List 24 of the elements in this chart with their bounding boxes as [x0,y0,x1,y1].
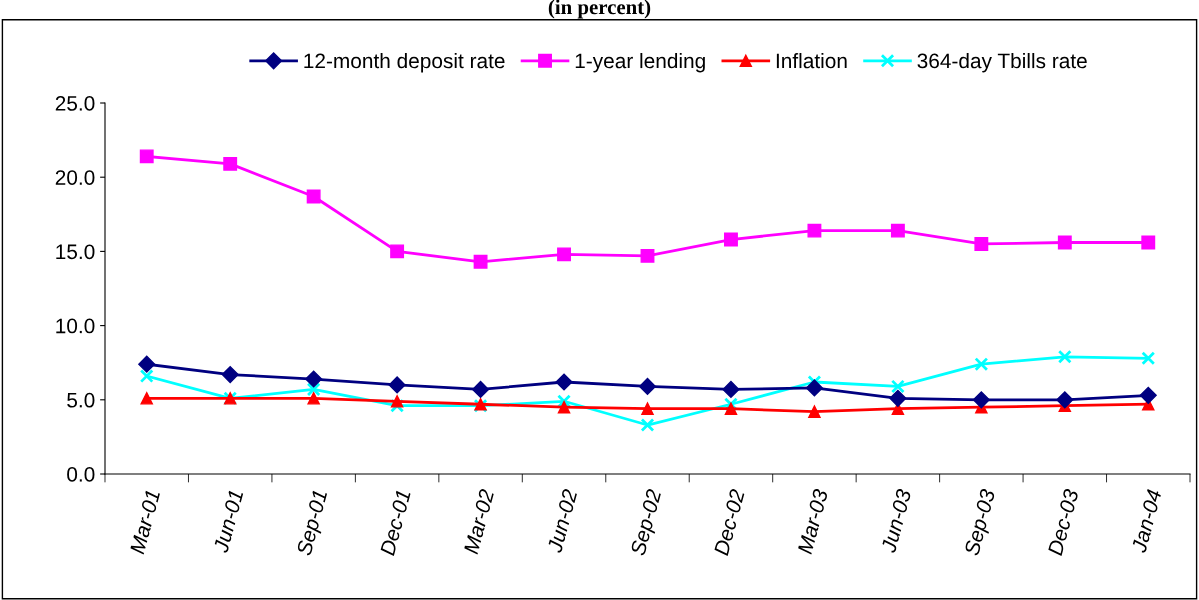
x-tick-label: Mar-02 [463,488,495,555]
x-tick-label: Jun-03 [880,488,912,554]
y-tick-label: 5.0 [67,392,95,408]
x-tick-label: Jun-01 [213,489,244,554]
legend-label: 12-month deposit rate [304,52,505,73]
x-tick-label: Dec-01 [379,489,411,557]
y-tick-label: 25.0 [55,96,95,111]
legend-label: Inflation [776,52,847,69]
chart-title: (in percent) [548,0,651,19]
x-tick-label: Dec-03 [1047,488,1079,557]
x-tick-label: Sep-03 [963,488,1000,558]
x-tick-label: Jun-02 [546,488,578,554]
x-tick-label: Sep-02 [630,488,666,558]
y-tick-label: 15.0 [56,244,95,260]
x-tick-label: Dec-02 [713,488,745,557]
legend-label: 364-day Tbills rate [917,52,1087,73]
x-tick-label: Mar-01 [129,489,161,555]
x-tick-label: Sep-01 [296,489,332,558]
legend-label: 1-year lending [575,52,705,73]
x-tick-label: Mar-03 [797,488,829,555]
x-tick-label: Jan-04 [1131,488,1162,554]
y-tick-label: 10.0 [56,318,95,334]
y-tick-label: 20.0 [55,170,95,185]
y-tick-label: 0.0 [67,467,95,482]
